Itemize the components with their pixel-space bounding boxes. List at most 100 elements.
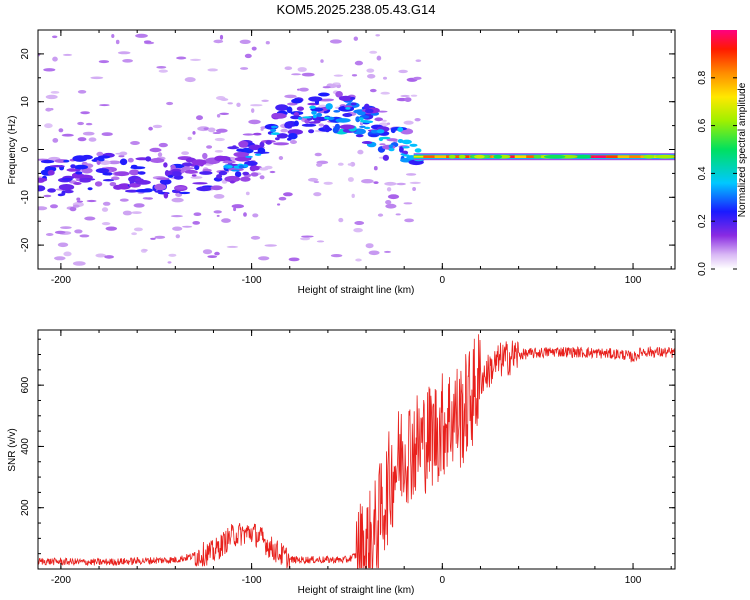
heatmap-cell <box>330 254 343 258</box>
heatmap-cell <box>248 119 261 125</box>
carrier-segment <box>606 155 618 158</box>
heatmap-cell <box>347 177 354 182</box>
spectrogram-xtick-label: -100 <box>242 275 262 286</box>
heatmap-cell <box>355 134 364 138</box>
heatmap-cell <box>52 35 58 39</box>
heatmap-cell <box>271 113 287 119</box>
snr-xtick-label: 0 <box>440 575 446 586</box>
heatmap-cell <box>214 155 227 162</box>
heatmap-cell <box>377 213 384 217</box>
snr-ytick-label: 600 <box>20 376 31 393</box>
heatmap-cell <box>63 251 72 257</box>
heatmap-cell <box>318 92 330 97</box>
heatmap-cell <box>79 179 91 183</box>
heatmap-cell <box>158 142 168 148</box>
heatmap-cell <box>102 172 113 176</box>
heatmap-cell <box>227 165 234 168</box>
heatmap-cell <box>96 151 104 157</box>
heatmap-cell <box>414 118 421 122</box>
heatmap-cell <box>345 107 351 110</box>
heatmap-cell <box>333 74 344 77</box>
heatmap-cell <box>368 134 379 137</box>
heatmap-cell <box>415 59 422 62</box>
heatmap-cell <box>145 156 152 162</box>
carrier-highlight <box>533 154 542 159</box>
heatmap-cell <box>388 148 395 152</box>
heatmap-cell <box>135 33 148 38</box>
heatmap-cell <box>287 137 292 141</box>
heatmap-cell <box>361 141 373 144</box>
heatmap-cell <box>337 162 344 166</box>
heatmap-cell <box>80 111 90 115</box>
heatmap-cell <box>373 181 379 185</box>
carrier-highlight <box>448 154 456 159</box>
heatmap-cell <box>280 128 289 133</box>
heatmap-cell <box>88 137 97 142</box>
heatmap-cell <box>213 39 224 44</box>
heatmap-cell <box>61 133 74 137</box>
heatmap-cell <box>347 163 353 166</box>
heatmap-cell <box>194 165 200 171</box>
heatmap-cell <box>314 152 322 157</box>
heatmap-cell <box>143 40 152 44</box>
heatmap-cell <box>216 214 220 217</box>
heatmap-cell <box>148 126 153 131</box>
heatmap-cell <box>231 204 244 209</box>
heatmap-cell <box>199 171 213 175</box>
spectrogram-ytick-label: 0 <box>20 146 31 152</box>
heatmap-cell <box>234 171 242 178</box>
heatmap-cell <box>296 106 304 111</box>
snr-ytick-label: 200 <box>20 499 31 516</box>
spectrogram-heatmap <box>38 33 675 266</box>
snr-axes: -200 -100 0 100 200 400 600 <box>20 330 675 586</box>
heatmap-cell <box>278 196 287 201</box>
heatmap-cell <box>54 256 66 261</box>
heatmap-cell <box>244 53 252 59</box>
heatmap-cell <box>156 177 170 180</box>
heatmap-cell <box>76 197 81 201</box>
heatmap-cell <box>117 51 131 55</box>
heatmap-cell <box>386 122 391 125</box>
heatmap-cell <box>308 96 323 102</box>
heatmap-cell <box>81 154 93 160</box>
heatmap-cell <box>181 151 190 156</box>
heatmap-cell <box>131 211 142 215</box>
heatmap-cell <box>316 162 323 167</box>
heatmap-cell <box>207 68 218 72</box>
heatmap-cell <box>286 106 293 114</box>
heatmap-cell <box>76 200 84 203</box>
heatmap-cell <box>192 131 196 135</box>
snr-xtick-label: -200 <box>51 575 71 586</box>
heatmap-cell <box>284 94 297 99</box>
heatmap-cell <box>404 218 414 223</box>
heatmap-cell <box>102 201 111 206</box>
heatmap-cell <box>58 184 75 191</box>
heatmap-cell <box>52 56 58 62</box>
heatmap-cell <box>254 153 262 156</box>
heatmap-cell <box>99 160 111 166</box>
colorbar: 0.0 0.2 0.4 0.6 0.8 Normalized spectral ampl… <box>697 30 748 276</box>
heatmap-cell <box>236 102 241 108</box>
heatmap-cell <box>377 110 388 113</box>
heatmap-cell <box>87 187 93 191</box>
snr-xtick-label: -100 <box>242 575 262 586</box>
heatmap-cell <box>298 116 303 120</box>
heatmap-cell <box>233 207 237 212</box>
heatmap-cell <box>72 204 80 208</box>
heatmap-cell <box>380 91 391 95</box>
heatmap-cell <box>338 217 344 223</box>
heatmap-cell <box>357 149 364 155</box>
heatmap-cell <box>227 146 240 150</box>
heatmap-cell <box>325 103 333 110</box>
heatmap-cell <box>137 171 146 175</box>
heatmap-cell <box>409 181 421 184</box>
heatmap-cell <box>184 77 196 83</box>
heatmap-cell <box>364 126 371 130</box>
heatmap-cell <box>70 164 76 169</box>
heatmap-cell <box>181 162 193 167</box>
heatmap-cell <box>149 147 162 153</box>
heatmap-cell <box>218 170 228 176</box>
heatmap-cell <box>301 72 315 77</box>
heatmap-cell <box>86 199 97 203</box>
heatmap-cell <box>171 197 184 203</box>
